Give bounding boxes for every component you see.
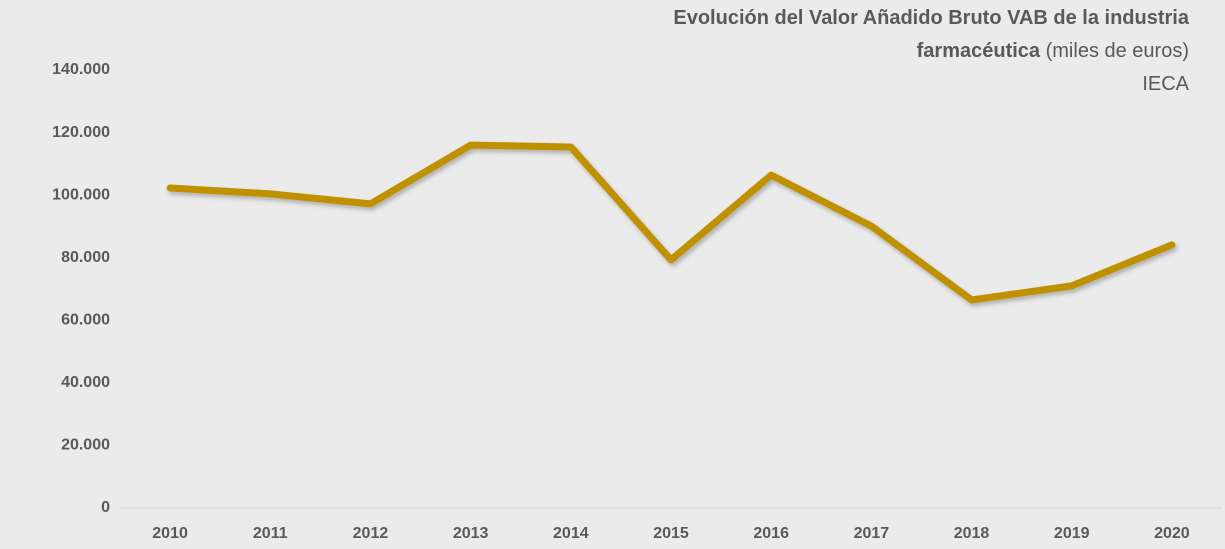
y-tick-label: 120.000	[52, 124, 110, 141]
y-tick-label: 60.000	[61, 312, 110, 329]
x-tick-label: 2020	[1154, 525, 1190, 542]
x-tick-label: 2012	[353, 525, 389, 542]
x-tick-label: 2013	[453, 525, 489, 542]
x-tick-label: 2018	[954, 525, 990, 542]
title-block: Evolución del Valor Añadido Bruto VAB de…	[589, 2, 1189, 101]
y-tick-label: 0	[101, 499, 110, 516]
x-tick-label: 2016	[753, 525, 789, 542]
y-tick-label: 40.000	[61, 374, 110, 391]
chart-title: Evolución del Valor Añadido Bruto VAB de…	[673, 7, 1189, 62]
unit-label: (miles de euros)	[1045, 40, 1189, 62]
x-tick-label: 2015	[653, 525, 689, 542]
line-series	[166, 141, 1176, 304]
x-tick-label: 2019	[1054, 525, 1090, 542]
x-tick-label: 2010	[152, 525, 188, 542]
x-tick-label: 2011	[253, 525, 288, 542]
y-tick-label: 20.000	[61, 437, 110, 454]
x-tick-label: 2017	[854, 525, 890, 542]
y-tick-label: 140.000	[52, 61, 110, 78]
source-label: IECA	[1142, 73, 1189, 95]
y-tick-label: 100.000	[52, 186, 110, 203]
x-tick-label: 2014	[553, 525, 589, 542]
y-tick-label: 80.000	[61, 249, 110, 266]
